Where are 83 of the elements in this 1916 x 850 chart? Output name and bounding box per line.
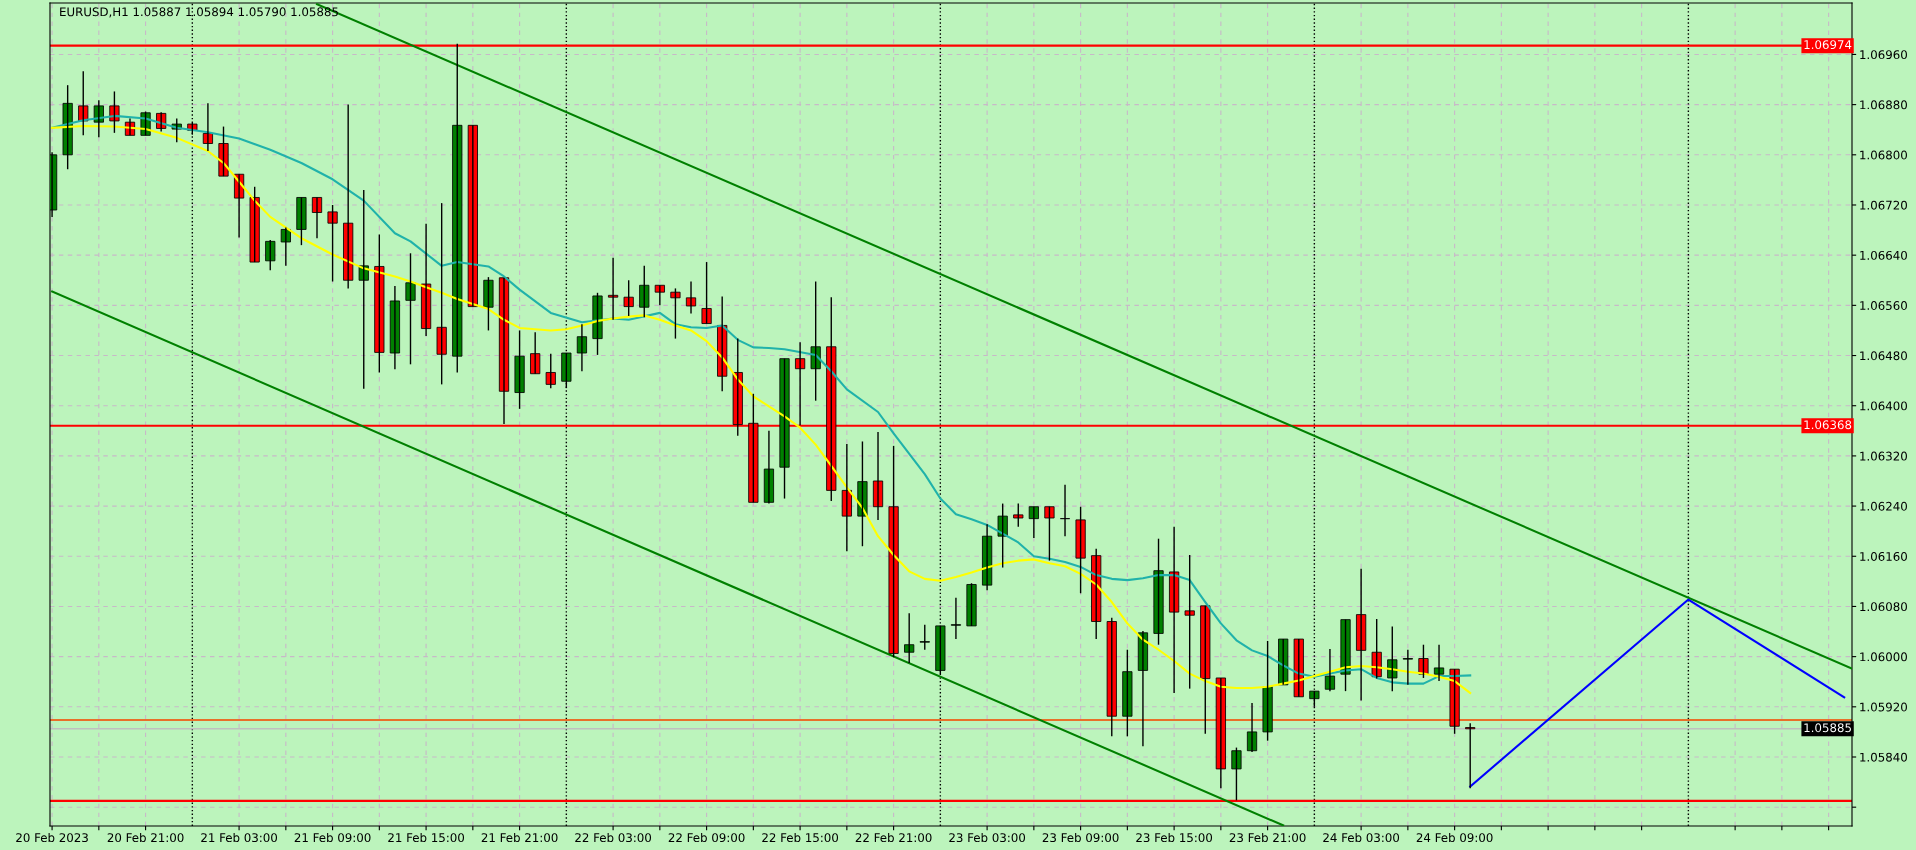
candlestick (1418, 644, 1429, 679)
candlestick (997, 502, 1008, 569)
y-tick-label: 1.06320 (1860, 451, 1907, 461)
candlestick (950, 596, 962, 640)
y-tick-label: 1.05840 (1860, 752, 1907, 762)
x-tick-label: 21 Feb 21:00 (481, 832, 558, 843)
x-tick-label: 24 Feb 09:00 (1416, 832, 1493, 843)
x-tick-label: 24 Feb 03:00 (1323, 832, 1400, 843)
candlestick (1387, 625, 1398, 692)
y-tick-label: 1.06800 (1860, 150, 1907, 160)
x-tick-label: 20 Feb 21:00 (107, 832, 184, 843)
y-tick-label: 1.06240 (1860, 501, 1907, 511)
candlestick (1075, 506, 1086, 594)
candlestick (467, 124, 478, 308)
y-tick-label: 1.06160 (1860, 551, 1907, 561)
candlestick (1231, 746, 1242, 801)
candlestick (436, 202, 447, 386)
candlestick (405, 252, 416, 366)
y-tick-label: 1.06560 (1860, 301, 1907, 311)
candlestick (374, 233, 385, 374)
candlestick (639, 265, 650, 318)
chart-title: EURUSD,H1 1.05887 1.05894 1.05790 1.05885 (60, 7, 338, 18)
ref-line-label: 1.06974 (1804, 40, 1852, 50)
x-tick-label: 22 Feb 15:00 (762, 832, 839, 843)
candlestick (701, 261, 712, 325)
x-tick-label: 21 Feb 15:00 (388, 832, 465, 843)
candlestick (1122, 649, 1133, 737)
candlestick (327, 204, 338, 283)
x-tick-label: 23 Feb 09:00 (1042, 832, 1119, 843)
y-tick-label: 1.06640 (1860, 250, 1907, 260)
x-tick-label: 23 Feb 15:00 (1136, 832, 1213, 843)
x-tick-label: 20 Feb 2023 (16, 832, 88, 843)
candlestick (919, 623, 930, 651)
candlestick (1278, 638, 1289, 686)
candlestick (623, 279, 634, 317)
y-tick-label: 1.06720 (1860, 200, 1907, 210)
candlestick (1184, 554, 1195, 690)
x-tick-label: 22 Feb 03:00 (575, 832, 652, 843)
candlestick (62, 84, 73, 170)
candlestick (545, 352, 556, 389)
candlestick (1013, 502, 1024, 528)
candlestick (1293, 638, 1304, 698)
candlestick (109, 90, 120, 134)
candlestick (1200, 605, 1211, 735)
candlestick (670, 287, 681, 340)
ref-line-label: 1.06368 (1804, 420, 1852, 430)
y-tick-label: 1.05920 (1860, 702, 1907, 712)
y-tick-label: 1.06880 (1860, 100, 1907, 110)
y-tick-label: 1.06480 (1860, 351, 1907, 361)
x-tick-label: 21 Feb 09:00 (294, 832, 371, 843)
candlestick (1153, 538, 1164, 646)
candlestick (1044, 506, 1055, 562)
candlestick (1059, 484, 1071, 537)
y-tick-label: 1.06960 (1860, 50, 1907, 60)
x-tick-label: 22 Feb 21:00 (855, 832, 932, 843)
x-tick-label: 23 Feb 21:00 (1229, 832, 1306, 843)
x-tick-label: 22 Feb 09:00 (668, 832, 745, 843)
candlestick (249, 186, 260, 263)
candlestick (452, 43, 463, 374)
candlestick (1449, 668, 1460, 735)
candlestick (592, 292, 603, 356)
candlestick (779, 357, 790, 500)
candlestick (888, 445, 899, 658)
candlestick (265, 239, 276, 271)
x-tick-label: 21 Feb 03:00 (201, 832, 278, 843)
candlestick (904, 612, 915, 664)
candlestick (1465, 722, 1476, 790)
candlestick (966, 582, 977, 627)
candlestick (1106, 617, 1117, 737)
candlestick (483, 276, 494, 332)
candlestick (78, 70, 89, 137)
y-tick-label: 1.06000 (1860, 652, 1907, 662)
y-tick-label: 1.06400 (1860, 401, 1907, 411)
candlestick (218, 125, 229, 177)
candlestick (514, 329, 525, 410)
y-tick-label: 1.06080 (1860, 602, 1907, 612)
x-tick-label: 23 Feb 03:00 (949, 832, 1026, 843)
candlestick (857, 440, 868, 547)
candlestick (1262, 640, 1273, 742)
ref-line-label: 1.05885 (1804, 723, 1851, 733)
candlestick (1402, 649, 1413, 686)
candlestick (296, 196, 307, 246)
candlestick (1340, 618, 1351, 692)
